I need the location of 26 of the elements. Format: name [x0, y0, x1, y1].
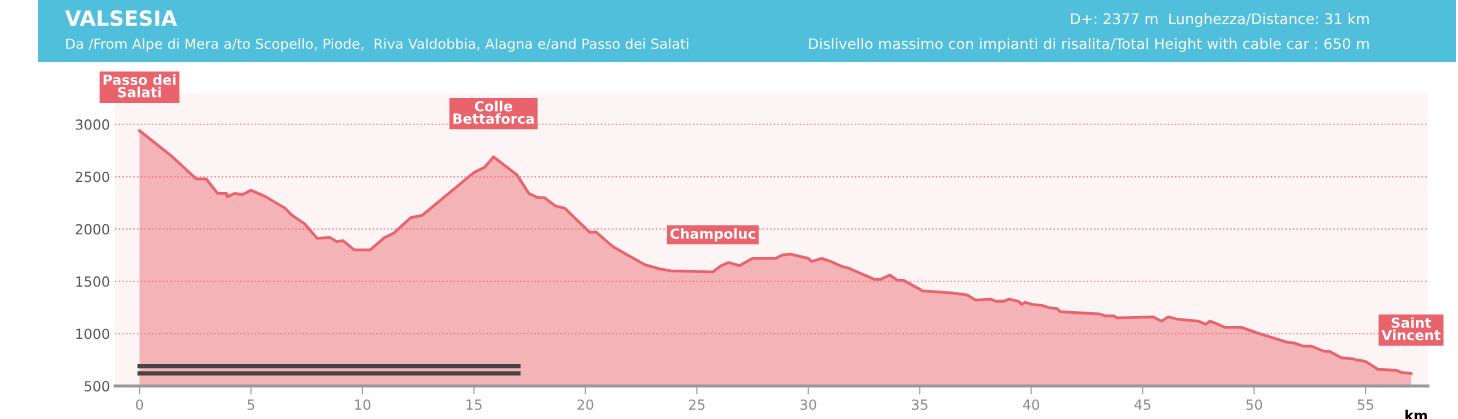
- y-tick-label: 2000: [75, 224, 110, 235]
- y-tick-label: 3000: [75, 119, 110, 130]
- chart-subtitle: Da /From Alpe di Mera a/to Scopello, Piode, Riva Valdobbia, Alagna e/and Passo dei Salati: [66, 38, 689, 52]
- x-tick-label: 50: [1246, 399, 1263, 410]
- x-tick-label: 0: [136, 399, 144, 410]
- y-tick-label: 1000: [76, 328, 110, 340]
- annotation: Champoluc: [670, 228, 756, 242]
- text: Dislivello massimo con impianti di risalita/Total Height with cable car : 650 m: [809, 37, 1369, 53]
- x-tick-label: 20: [577, 399, 594, 410]
- x-tick-label: 25: [689, 399, 705, 410]
- x-tick-label: 55: [1357, 399, 1374, 410]
- y-tick-label: 2500: [75, 171, 110, 183]
- x-tick-label: 40: [1023, 399, 1040, 410]
- text: D+: 2377 m Lunghezza/Distance: 31 km: [1071, 12, 1369, 28]
- x-tick-label: 5: [247, 399, 255, 410]
- annotation: Saint Vincent: [1381, 317, 1441, 341]
- annotation: Passo dei Salati: [103, 74, 176, 98]
- y-tick-label: 500: [84, 380, 110, 392]
- x-tick-label: 10: [355, 399, 371, 410]
- annotation: Colle Bettaforca: [453, 100, 534, 124]
- x-tick-label: 15: [466, 399, 482, 410]
- y-tick-label: 1500: [76, 276, 110, 287]
- chart-title: VALSESIA: [65, 10, 178, 27]
- x-tick-label: 35: [911, 399, 928, 410]
- x-tick-label: 30: [800, 399, 817, 410]
- x-tick-label: 45: [1134, 399, 1151, 410]
